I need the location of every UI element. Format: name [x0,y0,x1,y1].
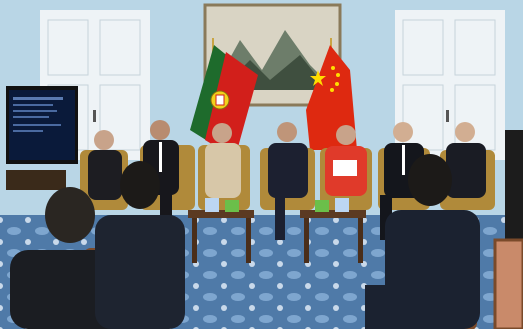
coffee-tables [188,198,366,263]
podium [505,130,523,240]
china-flag [306,45,357,150]
presentation-screen [6,86,78,190]
right-door [395,10,505,160]
audience-foreground [10,154,480,329]
